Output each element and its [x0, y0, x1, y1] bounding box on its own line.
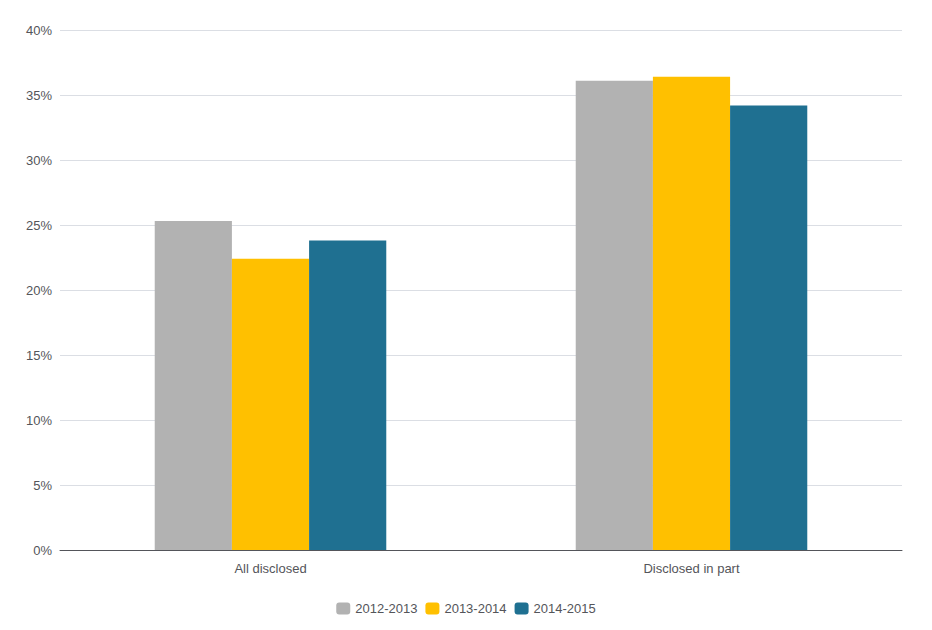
svg-text:20%: 20% — [26, 283, 52, 298]
svg-text:10%: 10% — [26, 413, 52, 428]
svg-text:5%: 5% — [33, 478, 52, 493]
svg-text:2014-2015: 2014-2015 — [534, 601, 596, 616]
svg-text:35%: 35% — [26, 88, 52, 103]
svg-text:2012-2013: 2012-2013 — [355, 601, 417, 616]
svg-text:25%: 25% — [26, 218, 52, 233]
svg-text:Disclosed in part: Disclosed in part — [643, 561, 739, 576]
svg-text:40%: 40% — [26, 23, 52, 38]
svg-text:30%: 30% — [26, 153, 52, 168]
svg-text:All disclosed: All disclosed — [234, 561, 306, 576]
svg-text:0%: 0% — [33, 543, 52, 558]
svg-text:2013-2014: 2013-2014 — [444, 601, 506, 616]
svg-text:15%: 15% — [26, 348, 52, 363]
